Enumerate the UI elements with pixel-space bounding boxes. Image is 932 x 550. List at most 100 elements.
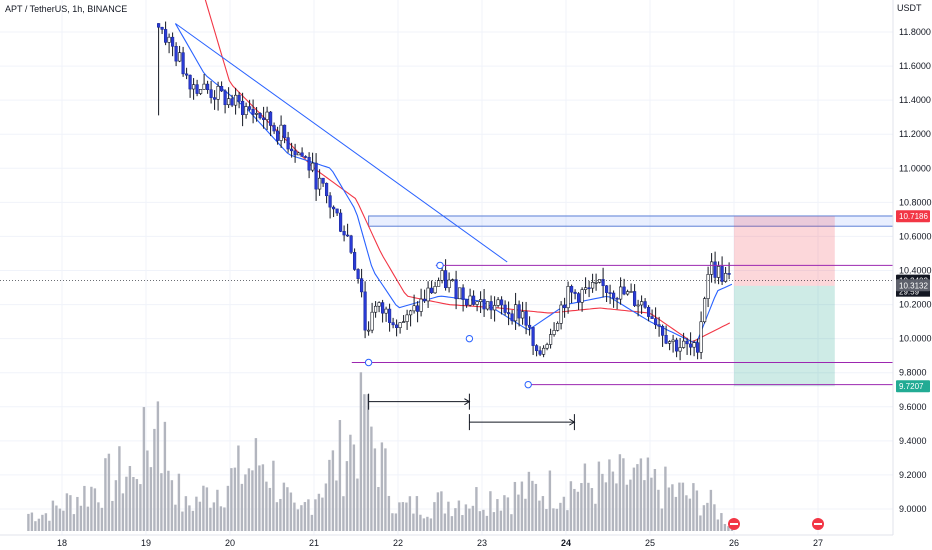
candle-down	[356, 269, 360, 279]
volume-bar	[27, 513, 30, 531]
volume-bar	[597, 461, 601, 531]
price-axis[interactable]: 11.8000 11.6000 11.4000 11.2000 11.0000 10.80…	[892, 0, 932, 535]
volume-bar	[604, 482, 608, 531]
candle-down	[314, 162, 318, 190]
volume-bar	[153, 428, 156, 531]
volume-bar	[678, 482, 681, 531]
candle-down	[503, 304, 507, 313]
candle-up	[401, 321, 406, 323]
volume-bar	[223, 507, 226, 531]
candle-up	[513, 304, 518, 322]
candle-up	[457, 287, 462, 300]
candle-down	[454, 279, 458, 300]
volume-bar	[499, 510, 503, 531]
candle-down	[415, 305, 420, 312]
volume-bar	[135, 479, 139, 531]
candle-down	[342, 231, 346, 236]
volume-bar	[517, 494, 520, 531]
time-axis[interactable]: 18 19 20 21 22 23 24 25 26 27	[0, 534, 893, 548]
candle-down	[387, 308, 392, 323]
volume-bar	[401, 502, 405, 531]
volume-bar	[335, 480, 338, 531]
candle-up	[678, 347, 682, 352]
volume-bar	[699, 515, 702, 531]
volume-bar	[181, 511, 184, 531]
volume-bar	[706, 502, 709, 531]
candle-down	[482, 299, 486, 310]
volume-bar	[531, 480, 534, 531]
candle-down	[576, 293, 581, 303]
volume-bar	[282, 482, 286, 531]
candle-down	[261, 117, 266, 120]
volume-bar	[398, 502, 401, 531]
volume-bar	[247, 468, 251, 531]
volume-bar	[457, 500, 461, 531]
candle-down	[562, 304, 567, 309]
volume-bar	[643, 480, 646, 531]
candle-down	[685, 340, 689, 345]
candle-down	[328, 195, 332, 208]
candle-down	[524, 311, 528, 326]
candle-down	[727, 273, 731, 275]
candle-down	[660, 326, 665, 336]
pivot-marker	[524, 380, 532, 389]
volume-bar	[139, 484, 142, 531]
volume-bar	[286, 487, 289, 531]
candle-up	[552, 330, 556, 335]
candle-up	[398, 322, 402, 328]
measure-arrow-head	[569, 418, 576, 426]
volume-bar	[611, 471, 615, 531]
candle-up	[671, 339, 675, 342]
candle-up	[618, 286, 623, 300]
volume-bar	[289, 492, 293, 531]
volume-bar	[552, 508, 555, 531]
candle-up	[450, 279, 455, 282]
candle-down	[510, 313, 514, 322]
volume-bar	[646, 457, 650, 531]
candle-up	[541, 347, 546, 355]
volume-bar	[576, 491, 580, 531]
candle-up	[192, 84, 196, 90]
candle-up	[709, 261, 714, 275]
candle-down	[248, 106, 252, 110]
candle-up	[384, 308, 388, 314]
ema-slow-line	[204, 0, 731, 343]
x-tick-label: 23	[477, 538, 487, 548]
volume-bar	[240, 483, 244, 531]
volume-bar	[681, 482, 685, 531]
candle-down	[282, 124, 287, 138]
volume-bar	[300, 505, 303, 531]
candle-up	[478, 299, 483, 302]
price-tag	[896, 380, 930, 393]
volume-bar	[244, 474, 247, 531]
drawing-zones	[368, 215, 894, 387]
volume-bar	[447, 501, 450, 531]
volume-bar	[324, 483, 328, 531]
volume-bar	[156, 401, 160, 531]
candle-up	[167, 36, 171, 43]
volume-bar	[48, 520, 51, 531]
x-tick-label: 27	[813, 538, 823, 548]
y-tick-label: 9.6000	[899, 402, 927, 412]
volume-bar	[62, 510, 65, 531]
x-tick-label: 22	[393, 538, 403, 548]
pivot-marker	[465, 334, 474, 343]
y-tick-label: 9.8000	[899, 368, 927, 378]
candle-up	[545, 344, 549, 349]
volume-bar	[608, 459, 611, 531]
volume-bar	[629, 479, 632, 531]
candle-down	[268, 111, 273, 126]
candle-up	[447, 279, 451, 289]
volume-bar	[545, 509, 548, 531]
volume-bar	[503, 495, 506, 531]
volume-bar	[188, 505, 191, 531]
candle-down	[352, 252, 357, 270]
candle-down	[349, 235, 353, 253]
candle-down	[258, 112, 262, 119]
candle-down	[230, 98, 234, 106]
take-profit-zone	[734, 285, 835, 387]
volume-bar	[83, 485, 86, 531]
x-tick-label: 26	[729, 538, 739, 548]
volume-bar	[394, 513, 398, 531]
